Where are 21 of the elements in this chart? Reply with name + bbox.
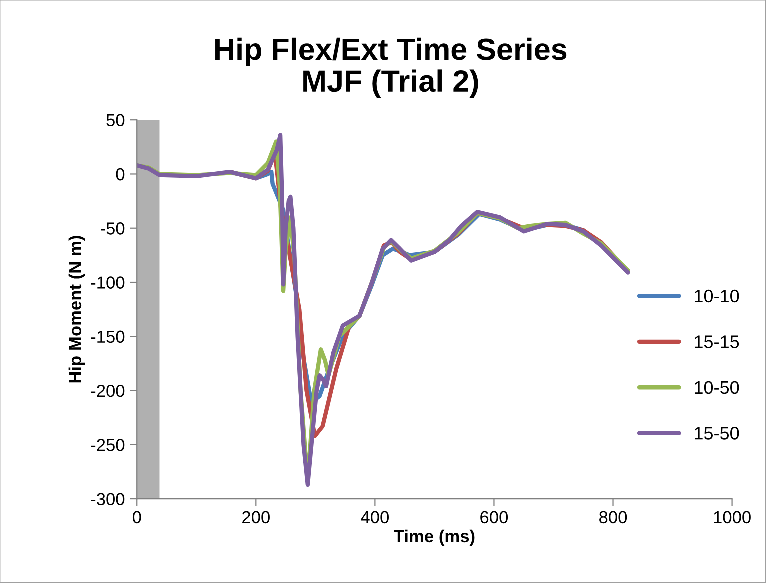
y-tick-label: -50 [100,222,125,235]
x-tick-label: 1000 [714,511,751,524]
y-tick-label: 50 [106,114,125,127]
legend-label: 10-10 [695,290,740,303]
x-tick-label: 200 [242,511,270,524]
x-tick-label: 600 [480,511,508,524]
legend-label: 15-15 [695,336,740,348]
chart-title: Hip Flex/Ext Time Series MJF (Trial 2) [216,38,567,98]
x-axis-title: Time (ms) [394,530,475,546]
legend-label: 10-50 [695,381,740,394]
x-tick-label: 800 [600,511,628,524]
y-tick-label: -100 [91,276,125,289]
y-axis-title: Hip Moment (N m) [68,236,86,383]
y-tick-label: -200 [91,384,125,398]
x-tick-label: 400 [361,511,389,524]
y-tick-label: -300 [91,493,125,506]
y-tick-label: -150 [91,330,125,344]
y-tick-label: -250 [91,439,125,452]
y-tick-label: 0 [116,168,125,181]
legend-label: 15-50 [695,427,740,440]
x-tick-label: 0 [132,511,142,524]
